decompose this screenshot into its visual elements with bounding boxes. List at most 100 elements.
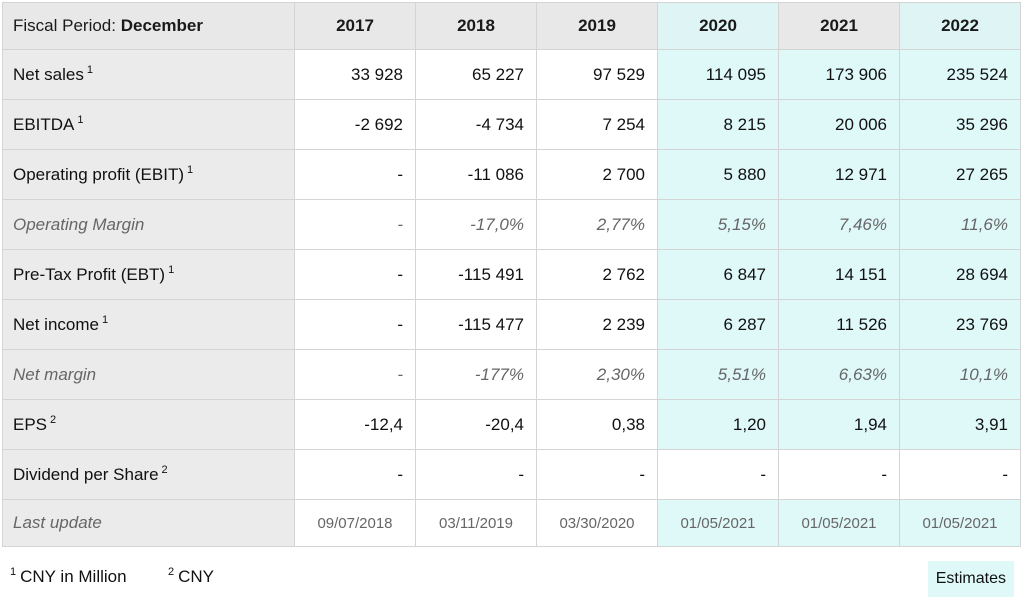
row-label-text: EBITDA [13, 115, 75, 134]
table-cell: 2,77% [536, 199, 658, 250]
table-cell: -4 734 [415, 99, 537, 150]
table-cell: - [899, 449, 1021, 500]
table-cell-estimate: 11,6% [899, 199, 1021, 250]
table-cell-estimate: 35 296 [899, 99, 1021, 150]
footnote-2-text: CNY [178, 567, 215, 586]
table-cell-estimate: 01/05/2021 [899, 499, 1021, 547]
table-cell: 97 529 [536, 49, 658, 100]
row-label-text: EPS [13, 415, 48, 434]
footnote-1-text: CNY in Million [20, 567, 127, 586]
table-cell: - [294, 249, 416, 300]
row-label: Dividend per Share 2 [2, 449, 295, 500]
year-header: 2018 [415, 2, 537, 50]
footnote-marker: 1 [101, 314, 109, 326]
row-label: EBITDA 1 [2, 99, 295, 150]
row-label: Pre-Tax Profit (EBT) 1 [2, 249, 295, 300]
table-cell-estimate: 114 095 [657, 49, 779, 100]
table-cell-estimate: 27 265 [899, 149, 1021, 200]
table-cell-estimate: 6 847 [657, 249, 779, 300]
table-cell: - [536, 449, 658, 500]
table-cell-estimate: 20 006 [778, 99, 900, 150]
footnote-marker: 1 [187, 164, 194, 176]
year-header: 2021 [778, 2, 900, 50]
footnote-marker: 1 [86, 64, 93, 76]
table-cell: 09/07/2018 [294, 499, 416, 547]
footnote-marker: 1 [77, 114, 84, 126]
row-label-text: Last update [13, 513, 102, 532]
row-label: Last update [2, 499, 295, 547]
net-sales-row: Net sales 1 33 928 65 227 97 529 114 095 … [2, 49, 1021, 100]
ebit-row: Operating profit (EBIT) 1 - -11 086 2 700… [2, 149, 1021, 200]
table-cell: 0,38 [536, 399, 658, 450]
row-label: Net income 1 [2, 299, 295, 350]
table-cell: -115 491 [415, 249, 537, 300]
year-header: 2017 [294, 2, 416, 50]
row-label-text: Pre-Tax Profit (EBT) [13, 265, 166, 284]
table-cell-estimate: 28 694 [899, 249, 1021, 300]
table-cell-estimate: 12 971 [778, 149, 900, 200]
table-footer: 1 CNY in Million 2 CNY Estimates [0, 558, 1024, 598]
net-margin-row: Net margin - -177% 2,30% 5,51% 6,63% 10,… [2, 349, 1021, 400]
ebitda-row: EBITDA 1 -2 692 -4 734 7 254 8 215 20 006… [2, 99, 1021, 150]
row-label-text: Net margin [13, 364, 97, 384]
fiscal-period-label: Fiscal Period: [13, 16, 116, 35]
estimates-legend: Estimates [927, 561, 1014, 597]
table-cell-estimate: 7,46% [778, 199, 900, 250]
table-cell: - [294, 199, 416, 250]
footnote-marker: 2 [50, 414, 57, 426]
table-cell: -2 692 [294, 99, 416, 150]
footnote-1: 1 CNY in Million [10, 566, 127, 587]
year-header-estimate: 2022 [899, 2, 1021, 50]
dividend-row: Dividend per Share 2 - - - - - - [2, 449, 1021, 500]
row-label-text: Net income [13, 315, 99, 334]
row-label-text: Operating Margin [13, 214, 145, 234]
table-cell: 33 928 [294, 49, 416, 100]
eps-row: EPS 2 -12,4 -20,4 0,38 1,20 1,94 3,91 [2, 399, 1021, 450]
table-cell: -17,0% [415, 199, 537, 250]
table-cell: 7 254 [536, 99, 658, 150]
table-cell-estimate: 5,51% [657, 349, 779, 400]
table-cell: 2,30% [536, 349, 658, 400]
table-cell-estimate: 5,15% [657, 199, 779, 250]
table-cell: - [294, 149, 416, 200]
footnote-2: 2 CNY [168, 566, 214, 587]
footnote-1-marker: 1 [10, 566, 17, 578]
footnote-marker: 1 [168, 264, 175, 276]
table-cell: -12,4 [294, 399, 416, 450]
net-income-row: Net income 1 - -115 477 2 239 6 287 11 52… [2, 299, 1021, 350]
financials-table: Fiscal Period: December 2017 2018 2019 2… [2, 2, 1021, 547]
table-cell-estimate: 5 880 [657, 149, 779, 200]
table-cell-estimate: 14 151 [778, 249, 900, 300]
year-header: 2019 [536, 2, 658, 50]
table-cell: 65 227 [415, 49, 537, 100]
table-cell: 2 239 [536, 299, 658, 350]
table-cell-estimate: 6,63% [778, 349, 900, 400]
table-cell: - [778, 449, 900, 500]
table-cell-estimate: 23 769 [899, 299, 1021, 350]
table-cell-estimate: 6 287 [657, 299, 779, 350]
table-cell-estimate: 1,20 [657, 399, 779, 450]
operating-margin-row: Operating Margin - -17,0% 2,77% 5,15% 7,… [2, 199, 1021, 250]
table-cell: -115 477 [415, 299, 537, 350]
table-cell: 2 762 [536, 249, 658, 300]
table-cell-estimate: 8 215 [657, 99, 779, 150]
table-cell: - [657, 449, 779, 500]
row-label: Operating profit (EBIT) 1 [2, 149, 295, 200]
table-cell: -11 086 [415, 149, 537, 200]
table-cell: 03/30/2020 [536, 499, 658, 547]
fiscal-period-header: Fiscal Period: December [2, 2, 295, 50]
table-cell: -177% [415, 349, 537, 400]
footnote-2-marker: 2 [168, 566, 175, 578]
row-label-text: Net sales [13, 65, 84, 84]
row-label: Net sales 1 [2, 49, 295, 100]
row-label: Operating Margin [2, 199, 295, 250]
table-cell: - [294, 299, 416, 350]
table-cell: - [415, 449, 537, 500]
table-cell-estimate: 235 524 [899, 49, 1021, 100]
row-label-text: Operating profit (EBIT) [13, 165, 185, 184]
table-cell-estimate: 1,94 [778, 399, 900, 450]
table-cell-estimate: 11 526 [778, 299, 900, 350]
row-label: Net margin [2, 349, 295, 400]
year-header-estimate: 2020 [657, 2, 779, 50]
table-cell: 03/11/2019 [415, 499, 537, 547]
